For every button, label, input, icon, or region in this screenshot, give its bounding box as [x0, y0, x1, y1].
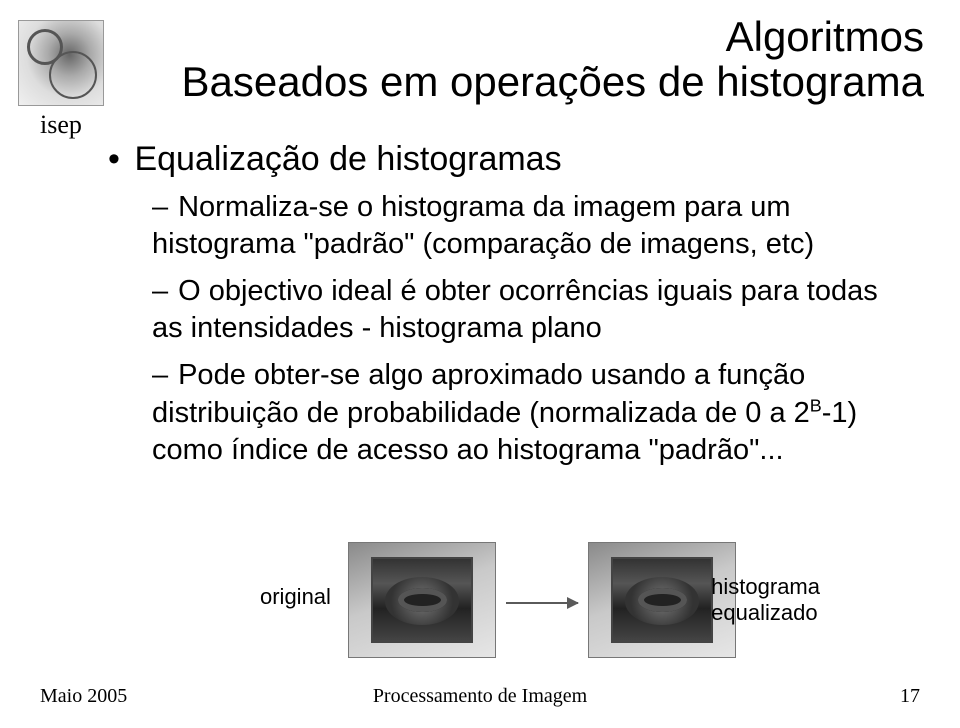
logo-text: isep [18, 110, 104, 140]
caption-equalized: histograma equalizado [711, 574, 820, 627]
body: • Equalização de histogramas –Normaliza-… [108, 140, 910, 479]
isep-logo-icon [18, 20, 104, 106]
logo-area: isep [18, 20, 104, 140]
bullet-l2-text: Normaliza-se o histograma da imagem para… [152, 191, 814, 260]
bullet-l2-text: O objectivo ideal é obter ocorrências ig… [152, 275, 878, 344]
dash-icon: – [152, 357, 178, 394]
footer-page-number: 17 [900, 685, 920, 708]
caption-original: original [260, 584, 331, 610]
slide: isep Algoritmos Baseados em operações de… [0, 0, 960, 728]
title-block: Algoritmos Baseados em operações de hist… [182, 14, 924, 105]
title-line-1: Algoritmos [182, 14, 924, 59]
image-content-icon [371, 557, 473, 643]
footer-title: Processamento de Imagem [40, 685, 920, 708]
caption-right-l1: histograma [711, 574, 820, 599]
images-row: original histograma equalizado [260, 538, 820, 664]
title-line-2: Baseados em operações de histograma [182, 59, 924, 104]
bullet-dot-icon: • [108, 140, 125, 179]
bullet-l1: • Equalização de histogramas [108, 140, 910, 179]
arrow-icon [506, 602, 578, 604]
bullet-l1-text: Equalização de histogramas [134, 140, 561, 178]
dash-icon: – [152, 273, 178, 310]
bullet-l2: –Pode obter-se algo aproximado usando a … [152, 357, 910, 468]
dash-icon: – [152, 189, 178, 226]
image-original [348, 542, 496, 658]
bullet-l2: –Normaliza-se o histograma da imagem par… [152, 189, 910, 263]
superscript-b: B [810, 395, 822, 415]
image-content-icon [611, 557, 713, 643]
bullet-l2: –O objectivo ideal é obter ocorrências i… [152, 273, 910, 347]
bullet-l2-text-a: Pode obter-se algo aproximado usando a f… [152, 359, 810, 428]
caption-right-l2: equalizado [711, 600, 817, 625]
